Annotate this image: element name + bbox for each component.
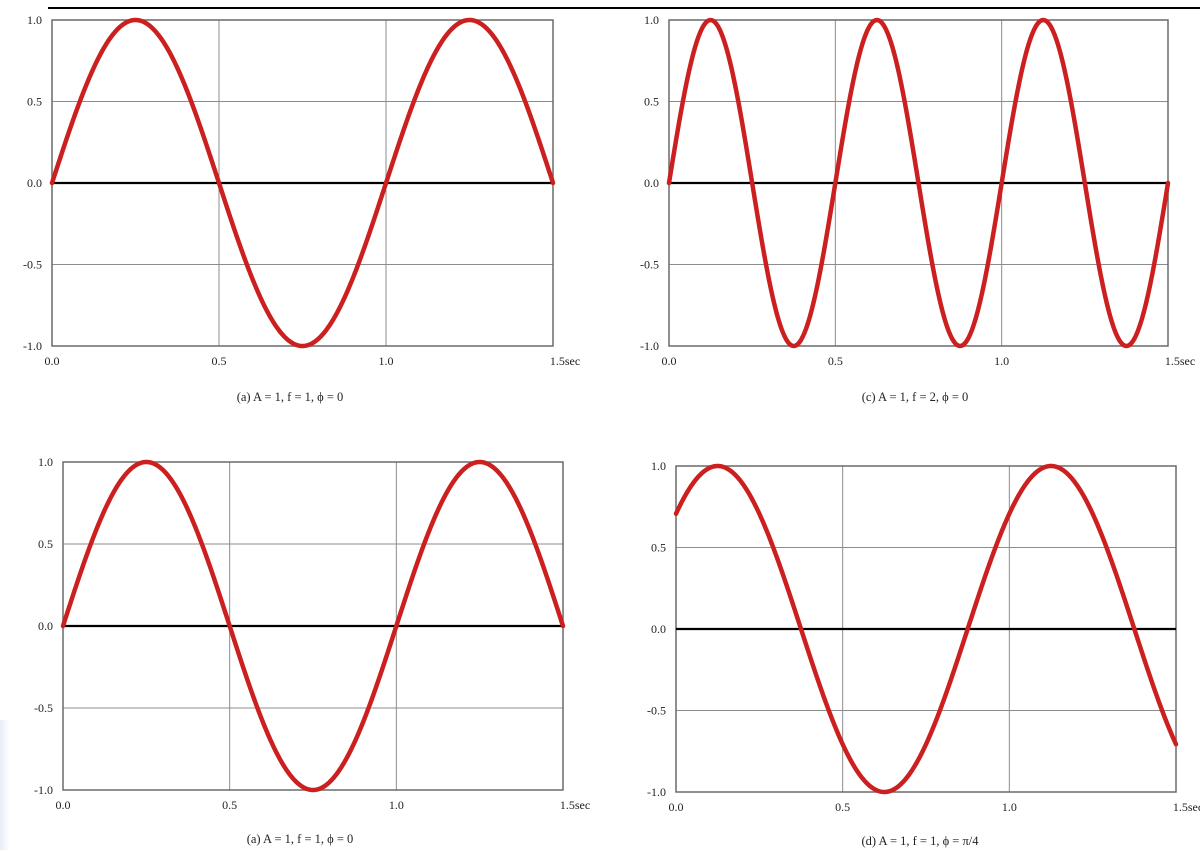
- y-tick-label: -1.0: [647, 785, 666, 799]
- x-tick-label: 0.5: [828, 354, 843, 368]
- y-tick-label: 1.0: [38, 455, 53, 469]
- x-tick-label: 0.5: [212, 354, 227, 368]
- y-tick-label: 0.0: [644, 176, 659, 190]
- y-tick-label: -0.5: [23, 258, 42, 272]
- plot-caption: (a) A = 1, f = 1, ϕ = 0: [237, 390, 344, 404]
- x-tick-label: 1.5sec: [1165, 354, 1195, 368]
- y-tick-label: 0.5: [27, 95, 42, 109]
- sine-curve: [60, 459, 566, 793]
- y-tick-label: 0.5: [651, 541, 666, 555]
- y-tick-label: -1.0: [640, 339, 659, 353]
- y-tick-label: 0.0: [651, 622, 666, 636]
- x-tick-label: 0.0: [45, 354, 60, 368]
- y-tick-label: 0.5: [644, 95, 659, 109]
- y-tick-label: 0.0: [27, 176, 42, 190]
- plot-caption: (c) A = 1, f = 2, ϕ = 0: [862, 390, 969, 404]
- top-rule: [48, 7, 1200, 9]
- x-tick-label: 1.5sec: [1173, 800, 1200, 814]
- x-tick-label: 1.5sec: [550, 354, 580, 368]
- x-tick-label: 0.0: [669, 800, 684, 814]
- plot-caption: (a) A = 1, f = 1, ϕ = 0: [247, 832, 354, 846]
- y-tick-label: 1.0: [644, 13, 659, 27]
- sine-curve: [49, 17, 556, 349]
- y-tick-label: 0.0: [38, 619, 53, 633]
- x-tick-label: 1.0: [994, 354, 1009, 368]
- y-tick-label: -0.5: [640, 258, 659, 272]
- x-tick-label: 0.0: [662, 354, 677, 368]
- x-tick-label: 0.0: [56, 798, 71, 812]
- x-tick-label: 0.5: [222, 798, 237, 812]
- y-tick-label: -1.0: [34, 783, 53, 797]
- sine-curve: [666, 17, 1171, 349]
- x-tick-label: 1.5sec: [560, 798, 590, 812]
- y-tick-label: -0.5: [34, 701, 53, 715]
- sine-curve: [673, 463, 1179, 795]
- x-tick-label: 0.5: [835, 800, 850, 814]
- left-edge-strip: [0, 720, 10, 850]
- x-tick-label: 1.0: [379, 354, 394, 368]
- plot-caption: (d) A = 1, f = 1, ϕ = π/4: [861, 834, 979, 848]
- x-tick-label: 1.0: [1002, 800, 1017, 814]
- y-tick-label: 1.0: [651, 459, 666, 473]
- y-tick-label: -1.0: [23, 339, 42, 353]
- x-tick-label: 1.0: [389, 798, 404, 812]
- y-tick-label: 0.5: [38, 537, 53, 551]
- y-tick-label: 1.0: [27, 13, 42, 27]
- y-tick-label: -0.5: [647, 704, 666, 718]
